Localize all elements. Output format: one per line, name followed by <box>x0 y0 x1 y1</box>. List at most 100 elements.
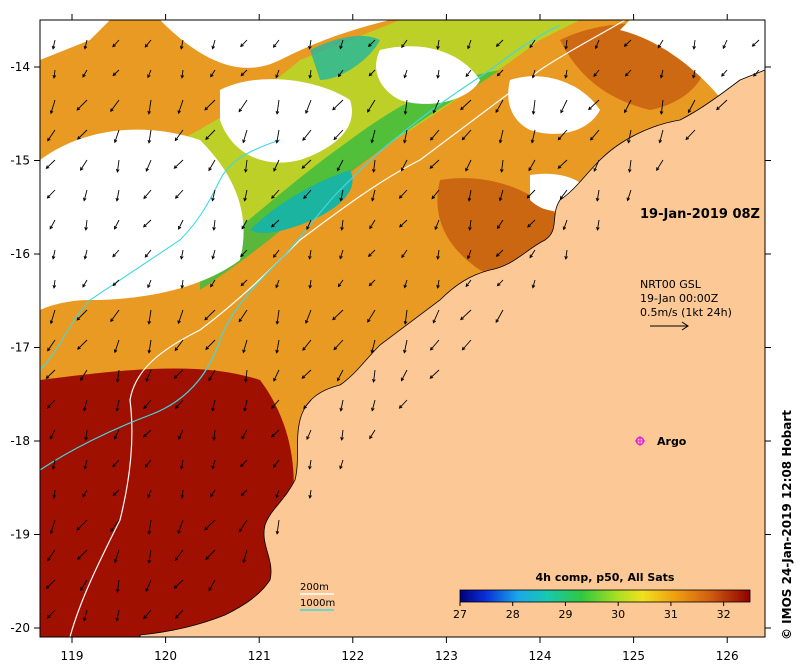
current-arrow-icon <box>627 129 632 144</box>
sst-warm-southwest <box>40 368 294 637</box>
current-arrow-icon <box>143 189 152 200</box>
current-arrow-icon <box>82 189 88 202</box>
current-arrow-icon <box>83 249 88 260</box>
current-arrow-icon <box>400 159 408 172</box>
current-arrow-icon <box>560 99 568 114</box>
current-arrow-icon <box>210 69 216 78</box>
current-arrow-icon <box>301 369 312 379</box>
current-arrow-icon <box>272 249 280 258</box>
current-arrow-icon <box>80 579 88 591</box>
current-arrow-icon <box>367 99 376 113</box>
current-arrow-icon <box>624 99 632 114</box>
current-arrow-icon <box>564 249 568 260</box>
current-arrow-icon <box>204 519 216 531</box>
current-arrow-icon <box>210 489 216 498</box>
current-arrow-icon <box>211 399 216 412</box>
current-arrow-icon <box>142 219 152 228</box>
current-arrow-icon <box>557 159 568 169</box>
current-arrow-icon <box>531 99 536 115</box>
current-arrow-icon <box>240 489 248 497</box>
current-arrow-icon <box>240 459 248 468</box>
current-arrow-icon <box>275 339 280 354</box>
current-arrow-icon <box>275 309 280 325</box>
current-arrow-icon <box>751 39 760 47</box>
current-arrow-icon <box>753 69 760 77</box>
bathymetry-1000m-contour-west <box>40 139 281 371</box>
current-arrow-icon <box>400 369 408 382</box>
current-arrow-icon <box>211 459 216 470</box>
legend-1000m-label: 1000m <box>300 598 335 609</box>
current-arrow-icon <box>403 279 408 289</box>
x-tick-label: 121 <box>248 649 271 663</box>
current-arrow-icon <box>243 189 248 202</box>
legend-200m-label: 200m <box>300 582 329 593</box>
current-arrow-icon <box>336 369 344 382</box>
current-arrow-icon <box>80 369 88 381</box>
current-arrow-icon <box>531 279 536 289</box>
current-arrow-icon <box>49 309 56 325</box>
current-arrow-icon <box>436 69 440 79</box>
current-arrow-icon <box>627 159 632 173</box>
bathymetry-200m-contour <box>69 20 626 637</box>
current-arrow-icon <box>429 159 440 169</box>
current-arrow-icon <box>115 579 120 593</box>
current-arrow-icon <box>369 429 376 440</box>
colorbar-tick-label: 31 <box>664 608 678 621</box>
current-arrow-icon <box>180 279 185 289</box>
current-arrow-icon <box>83 399 88 412</box>
current-arrow-icon <box>242 549 248 564</box>
current-arrow-icon <box>143 609 152 620</box>
current-arrow-icon <box>303 189 312 200</box>
x-tick-label: 123 <box>435 649 458 663</box>
current-arrow-icon <box>147 129 152 144</box>
current-arrow-icon <box>52 69 57 79</box>
current-arrow-icon <box>113 339 120 354</box>
current-arrow-icon <box>46 399 56 409</box>
current-arrow-icon <box>180 69 185 79</box>
current-arrow-icon <box>175 609 184 619</box>
current-arrow-icon <box>434 219 440 231</box>
current-arrow-icon <box>178 219 184 230</box>
current-arrow-icon <box>84 219 88 231</box>
current-arrow-icon <box>468 219 472 231</box>
colorbar-tick-label: 30 <box>611 608 625 621</box>
current-arrow-icon <box>332 99 344 111</box>
current-arrow-icon <box>372 369 376 383</box>
current-arrow-icon <box>275 279 280 289</box>
current-arrow-icon <box>45 579 56 589</box>
current-arrow-icon <box>403 129 408 144</box>
current-arrow-icon <box>83 39 88 50</box>
current-arrow-icon <box>370 129 376 144</box>
current-scale-label: 0.5m/s (1kt 24h) <box>640 306 732 319</box>
current-arrow-icon <box>147 489 152 499</box>
credit-text: © IMOS 24-Jan-2019 12:08 Hobart <box>780 410 794 640</box>
current-arrow-icon <box>115 159 120 173</box>
current-arrow-icon <box>624 69 632 77</box>
current-arrow-icon <box>529 249 536 259</box>
current-arrow-icon <box>179 39 184 50</box>
current-arrow-icon <box>113 429 120 440</box>
current-arrow-icon <box>240 39 248 48</box>
current-arrow-icon <box>716 99 728 111</box>
argo-float-marker-icon <box>635 436 645 446</box>
plot-frame <box>39 19 766 638</box>
current-arrow-icon <box>401 249 408 259</box>
current-arrow-icon <box>692 39 696 50</box>
y-tick-label: -19 <box>10 528 30 542</box>
current-arrow-icon <box>244 369 248 383</box>
current-arrow-icon <box>110 519 120 533</box>
current-arrow-icon <box>467 189 472 202</box>
current-arrow-icon <box>115 189 120 202</box>
cloud-mask <box>40 20 765 310</box>
current-arrow-icon <box>46 609 56 619</box>
current-arrow-icon <box>112 279 120 287</box>
current-arrow-icon <box>147 309 152 325</box>
current-arrow-icon <box>340 429 344 441</box>
current-arrow-icon <box>527 219 536 228</box>
current-arrow-icon <box>594 39 600 50</box>
y-tick-label: -14 <box>10 60 30 74</box>
current-arrow-icon <box>110 309 120 323</box>
current-arrow-icon <box>49 429 56 440</box>
current-arrow-icon <box>495 99 504 114</box>
current-arrow-icon <box>401 39 408 49</box>
